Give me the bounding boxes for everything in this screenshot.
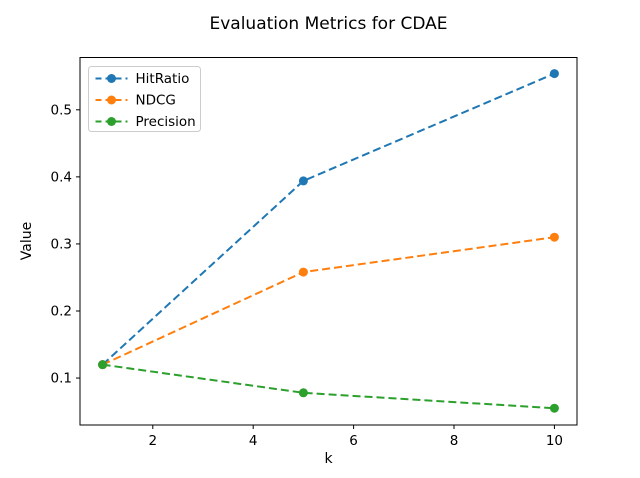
series-line-precision xyxy=(102,363,555,410)
data-point-hitratio xyxy=(298,176,308,186)
y-tick-label: 0.3 xyxy=(51,236,72,252)
legend-marker-ndcg xyxy=(107,95,116,105)
legend-marker-hitratio xyxy=(107,74,116,83)
x-axis-label: k xyxy=(324,451,333,467)
y-tick-label: 0.1 xyxy=(51,371,72,387)
data-point-precision xyxy=(549,403,559,413)
legend-label-ndcg: NDCG xyxy=(136,93,176,109)
legend-marker-precision xyxy=(107,117,116,126)
series-line-hitratio xyxy=(101,72,555,366)
x-tick-label: 2 xyxy=(148,433,157,449)
x-tick-label: 6 xyxy=(349,433,358,449)
y-tick-label: 0.2 xyxy=(51,303,72,319)
data-point-precision xyxy=(298,388,308,398)
plot-frame xyxy=(79,57,578,426)
data-point-ndcg xyxy=(298,267,308,277)
series-line-ndcg xyxy=(102,236,555,366)
x-tick-label: 8 xyxy=(450,433,459,449)
legend-label-hitratio: HitRatio xyxy=(136,71,190,87)
x-tick-label: 4 xyxy=(249,433,258,449)
data-point-ndcg xyxy=(549,232,559,242)
data-point-hitratio xyxy=(549,69,559,79)
x-tick-label: 10 xyxy=(546,433,563,449)
y-tick-label: 0.5 xyxy=(51,102,72,118)
legend-box xyxy=(88,66,201,132)
data-point-precision xyxy=(98,360,108,370)
y-tick-label: 0.4 xyxy=(51,169,72,185)
y-axis-label: Value xyxy=(19,221,35,261)
chart-title: Evaluation Metrics for CDAE xyxy=(209,14,448,34)
legend-label-precision: Precision xyxy=(136,114,196,130)
